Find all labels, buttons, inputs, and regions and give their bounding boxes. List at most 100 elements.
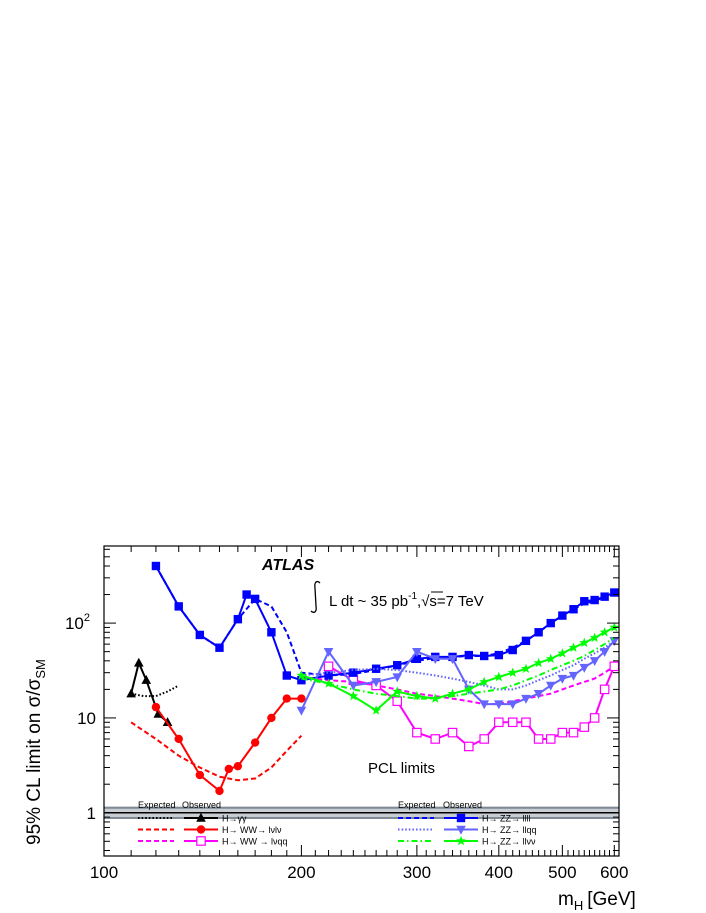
x-tick-label: 400	[485, 863, 513, 882]
observed-point-h-ww-l-l-1-2	[195, 770, 205, 780]
legend-observed-header-left: Observed	[182, 800, 221, 810]
observed-point-h-zz-llll-3-5	[242, 590, 251, 599]
observed-point-h-zz-ll-5-14	[545, 653, 556, 663]
y-axis-sub: SM	[33, 659, 48, 679]
observed-point-h-zz-llll-3-9	[297, 675, 306, 685]
lumi-sup: -1	[408, 591, 417, 602]
observed-point-h-zz-llll-3-2	[195, 630, 205, 640]
observed-point-h-zz-llll-3-23	[546, 618, 555, 628]
observed-point-h-zz-llll-3-22	[534, 628, 543, 637]
lumi-text: L dt ~ 35 pb-1,√s=7 TeV	[329, 591, 484, 610]
observed-point-h-zz-llll-3-10	[324, 671, 333, 680]
legend-observed-header-right: Observed	[443, 800, 482, 810]
y-tick-exponent: 2	[84, 612, 90, 624]
y-tick-label: 10	[77, 709, 96, 728]
legend-label-h-zz-llqq-4: H→ ZZ→ llqq	[482, 825, 537, 835]
expected-curve-h-zz-llll-3	[155, 565, 615, 677]
observed-point-h-zz-llqq-4-11	[507, 700, 518, 710]
observed-point-h-zz-ll-5-16	[568, 642, 579, 652]
legend-marker-h-zz-ll-5	[456, 835, 466, 846]
observed-point-h-ww-l-qq-2-10	[507, 717, 518, 728]
x-tick-label: 300	[403, 863, 431, 882]
observed-point-h-ww-l-qq-2-11	[521, 717, 531, 728]
observed-point-h-zz-ll-5-19	[599, 627, 610, 637]
plot-frame	[103, 545, 620, 857]
lumi-comma: ,	[417, 593, 421, 610]
observed-point-h-zz-llll-3-13	[393, 660, 402, 670]
y-tick-base: 10	[77, 709, 96, 728]
luminosity-label: L dt ~ 35 pb-1,√s=7 TeV	[310, 581, 484, 613]
observed-point-h-ww-l-qq-2-13	[545, 734, 556, 744]
observed-point-h-zz-llqq-4-3	[371, 678, 381, 688]
observed-point-h-ww-l-qq-2-17	[589, 713, 600, 723]
observed-point-h-zz-llll-3-24	[558, 611, 567, 620]
observed-point-h-zz-llll-3-4	[233, 614, 243, 624]
observed-point-h-0-1	[134, 657, 144, 667]
observed-curve-h-0	[130, 659, 169, 724]
observed-point-h-zz-llqq-4-0	[296, 706, 307, 716]
observed-point-h-zz-ll-5-9	[479, 676, 490, 687]
x-tick-label: 500	[548, 863, 576, 882]
observed-point-h-zz-llqq-4-6	[430, 655, 441, 665]
expected-curve-h-0	[130, 684, 180, 698]
observed-point-h-zz-llll-3-25	[569, 605, 578, 614]
observed-point-h-ww-l-qq-2-19	[609, 661, 619, 672]
observed-point-h-zz-llll-3-14	[412, 654, 422, 664]
observed-point-h-ww-l-qq-2-14	[557, 727, 568, 738]
observed-point-h-ww-l-qq-2-16	[579, 722, 590, 732]
observed-point-h-zz-llll-3-26	[580, 597, 589, 606]
observed-point-h-zz-llll-3-29	[610, 588, 619, 597]
observed-point-h-ww-l-qq-2-15	[568, 727, 579, 738]
observed-point-h-zz-llll-3-8	[282, 671, 291, 680]
observed-point-h-zz-llqq-4-7	[447, 655, 458, 665]
observed-point-h-zz-llqq-4-16	[568, 671, 579, 681]
observed-point-h-zz-llqq-4-4	[392, 673, 403, 683]
observed-point-h-zz-ll-5-13	[533, 657, 544, 668]
experiment-label: ATLAS	[261, 557, 314, 574]
observed-point-h-zz-llll-3-17	[464, 650, 474, 660]
observed-point-h-zz-llll-3-1	[174, 602, 183, 611]
observed-point-h-zz-ll-5-7	[447, 688, 458, 698]
observed-curve-h-zz-llll-3	[155, 565, 615, 682]
legend-label-h-zz-llll-3: H→ ZZ→ llll	[482, 814, 531, 824]
method-label: PCL limits	[368, 760, 435, 777]
y-tick-base: 1	[87, 804, 96, 823]
observed-point-h-zz-llll-3-27	[590, 595, 599, 605]
legend-marker-h-0	[196, 812, 206, 822]
observed-point-h-zz-llqq-4-5	[412, 647, 422, 657]
observed-point-h-zz-ll-5-17	[579, 637, 590, 647]
legend-expected-header-left: Expected	[138, 800, 176, 810]
observed-point-h-zz-ll-5-2	[348, 690, 359, 701]
observed-point-h-zz-ll-5-10	[493, 671, 504, 682]
observed-point-h-zz-llqq-4-10	[494, 700, 504, 710]
observed-point-h-zz-llqq-4-19	[599, 647, 610, 657]
observed-point-h-ww-l-l-1-7	[267, 713, 276, 723]
observed-point-h-zz-llll-3-6	[250, 594, 260, 604]
sm-band	[104, 806, 619, 819]
observed-point-h-zz-llqq-4-17	[579, 663, 590, 673]
expected-curve-h-zz-ll-5	[301, 636, 615, 700]
observed-point-h-ww-l-l-1-6	[250, 738, 260, 747]
observed-point-h-ww-l-qq-2-12	[533, 734, 544, 744]
observed-point-h-zz-ll-5-5	[411, 690, 422, 701]
legend-label-h-ww-l-qq-2: H→ WW → lνqq	[222, 837, 288, 847]
observed-point-h-zz-ll-5-1	[323, 678, 334, 688]
legend-marker-h-zz-llll-3	[456, 813, 466, 823]
observed-point-h-zz-llqq-4-2	[348, 681, 359, 691]
observed-point-h-ww-l-qq-2-9	[494, 717, 504, 728]
legend-marker-h-ww-l-qq-2	[196, 836, 206, 846]
observed-point-h-zz-llqq-4-18	[589, 657, 600, 667]
legend-label-h-ww-l-l-1: H→ WW→ lνlν	[222, 825, 282, 835]
observed-point-h-ww-l-l-1-0	[151, 702, 161, 712]
y-axis-title: 95% CL limit on σ/σSM	[24, 659, 48, 845]
observed-point-h-zz-llll-3-19	[494, 650, 504, 660]
lumi-suffix: s=7 TeV	[429, 593, 483, 610]
observed-point-h-ww-l-qq-2-18	[599, 684, 610, 695]
observed-point-h-ww-l-l-1-8	[282, 694, 291, 703]
integral-sign	[310, 581, 321, 613]
observed-point-h-zz-llll-3-18	[480, 651, 489, 661]
observed-point-h-zz-llll-3-12	[371, 664, 381, 673]
expected-curve-h-ww-l-qq-2	[301, 665, 615, 706]
